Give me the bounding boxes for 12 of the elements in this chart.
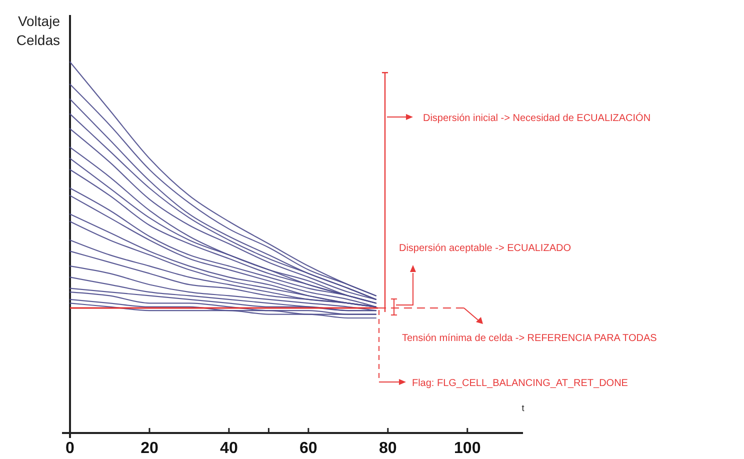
x-axis-title: t [522, 403, 525, 413]
x-tick-label: 40 [220, 440, 238, 457]
annotation: Tensión mínima de celda -> REFERENCIA PARA TODAS [402, 332, 658, 344]
annotation: Dispersión aceptable -> ECUALIZADO [398, 242, 572, 254]
x-tick-label: 20 [140, 440, 158, 457]
x-tick-label: 0 [66, 440, 75, 457]
x-tick-label: 80 [378, 440, 397, 457]
y-axis-title: Voltaje Celdas [16, 13, 60, 48]
annotation: Flag: FLG_CELL_BALANCING_AT_RET_DONE [412, 378, 628, 389]
x-tick-label: 100 [454, 440, 481, 457]
annotation: Dispersión inicial -> Necesidad de ECUALIZACIÓN [422, 112, 651, 124]
x-tick-label: 60 [300, 440, 318, 457]
